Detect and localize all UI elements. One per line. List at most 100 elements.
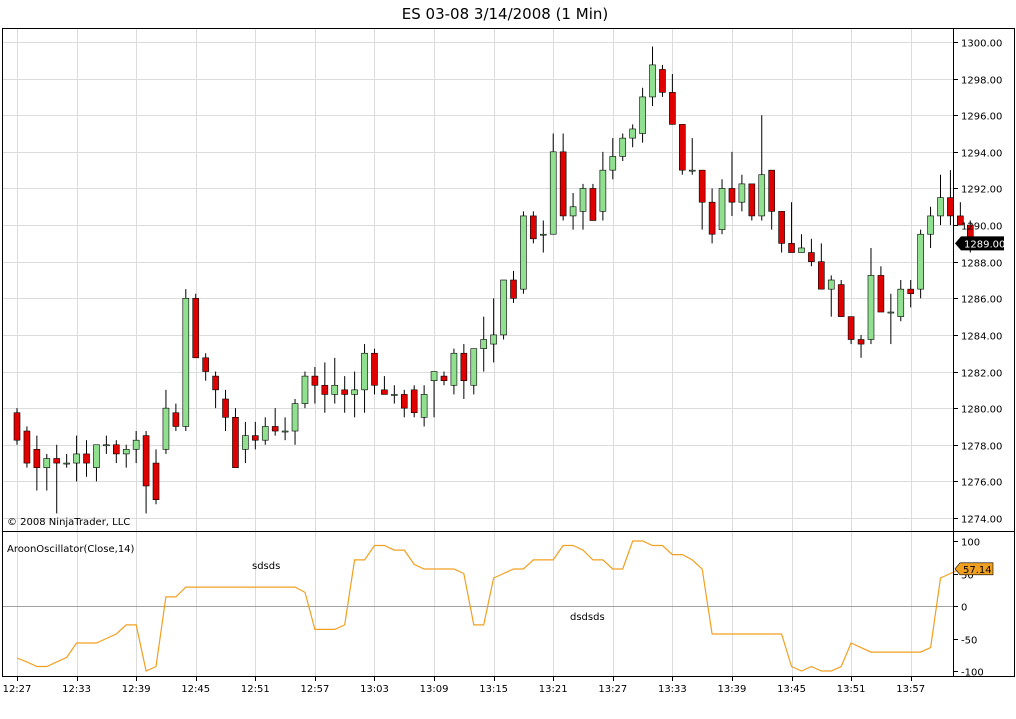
candle — [510, 270, 517, 303]
candle-body — [490, 334, 497, 345]
candle — [599, 151, 607, 221]
candle — [400, 389, 408, 418]
candle-body — [450, 352, 458, 386]
x-tick-label: 13:03 — [360, 684, 389, 695]
candle — [222, 389, 229, 432]
x-tick-label: 12:39 — [122, 684, 151, 695]
indicator-tick-label: 50 — [961, 571, 974, 582]
y-tick-label: 1282.00 — [961, 369, 1002, 380]
candle-body — [113, 444, 120, 455]
y-tick-label: 1280.00 — [961, 405, 1002, 416]
candle-body — [947, 197, 954, 217]
candle-body — [708, 201, 716, 235]
indicator-panel-frame — [2, 531, 1015, 677]
candle — [688, 138, 696, 175]
candle — [748, 183, 756, 221]
candle-body — [122, 449, 130, 455]
candle-body — [698, 169, 706, 203]
aroon-oscillator-line — [16, 540, 981, 672]
candle-body — [520, 215, 527, 290]
candle — [778, 211, 785, 253]
candle-body — [639, 96, 646, 134]
indicator-annotation: dsdsds — [570, 612, 605, 623]
indicator-tick-label: -50 — [961, 636, 977, 647]
candle — [83, 440, 90, 477]
candle-body — [361, 352, 368, 391]
candle — [768, 169, 775, 230]
candle — [13, 408, 21, 445]
candle-body — [510, 279, 517, 299]
y-tick-label: 1278.00 — [961, 442, 1002, 453]
x-tick-label: 13:45 — [777, 684, 806, 695]
candle-body — [351, 389, 358, 395]
y-tick-label: 1294.00 — [961, 149, 1002, 160]
candle-body — [539, 233, 547, 236]
candle-body — [33, 449, 41, 468]
candle — [520, 211, 527, 294]
candle-body — [341, 389, 348, 395]
candle-body — [887, 311, 895, 314]
candle — [301, 371, 309, 409]
candle — [808, 238, 815, 267]
axes: 1274.00 1276.00 1278.00 1280.00 1282.00 1284.… — [3, 39, 1006, 696]
candle-body — [400, 394, 408, 409]
candle-body — [182, 298, 190, 427]
candle-body — [83, 453, 90, 464]
candle-body — [142, 435, 150, 487]
last-price-marker — [955, 236, 1004, 251]
candle — [202, 353, 209, 381]
x-tick-label: 12:27 — [3, 684, 32, 695]
candle — [877, 266, 885, 313]
candle — [53, 444, 61, 514]
candle — [470, 348, 478, 395]
candle-body — [857, 339, 865, 345]
candle-body — [430, 371, 438, 381]
indicator-tick-label: -100 — [961, 668, 984, 679]
candle — [589, 183, 597, 221]
candle — [271, 408, 279, 436]
candle — [539, 220, 547, 253]
candle-body — [232, 417, 239, 468]
candle — [708, 188, 716, 244]
candle — [23, 426, 31, 468]
candle-body — [460, 352, 468, 381]
candle — [311, 366, 319, 404]
candle-body — [242, 435, 249, 450]
candle-body — [679, 124, 686, 171]
candle — [381, 376, 388, 395]
candle — [331, 357, 339, 404]
candle — [182, 289, 190, 432]
indicator-label: AroonOscillator(Close,14) — [7, 544, 135, 555]
candle-body — [162, 407, 170, 450]
candle-body — [291, 403, 299, 432]
candle-body — [619, 137, 627, 157]
indicator-panel — [3, 540, 981, 672]
candle — [460, 344, 468, 399]
candle-body — [738, 183, 746, 203]
y-tick-label: 1276.00 — [961, 478, 1002, 489]
candle-body — [837, 284, 845, 317]
candle-body — [23, 430, 31, 464]
candle — [857, 334, 865, 358]
candle — [718, 179, 726, 235]
candle — [132, 431, 140, 464]
candle-body — [649, 64, 656, 98]
candle — [738, 174, 746, 212]
candle — [907, 280, 915, 308]
candle — [758, 115, 766, 221]
candle-body — [172, 412, 180, 427]
candle — [321, 362, 329, 413]
y-tick-label: 1300.00 — [961, 39, 1002, 50]
candle — [281, 417, 289, 441]
x-tick-label: 13:33 — [658, 684, 687, 695]
candle-body — [718, 188, 726, 230]
candle-body — [53, 458, 61, 464]
candle — [728, 151, 736, 216]
candle — [649, 46, 656, 107]
x-tick-label: 13:21 — [539, 684, 568, 695]
candle-body — [599, 169, 607, 212]
candle — [679, 124, 686, 175]
candle-body — [530, 215, 537, 240]
candle — [113, 440, 120, 464]
candle — [957, 202, 964, 226]
